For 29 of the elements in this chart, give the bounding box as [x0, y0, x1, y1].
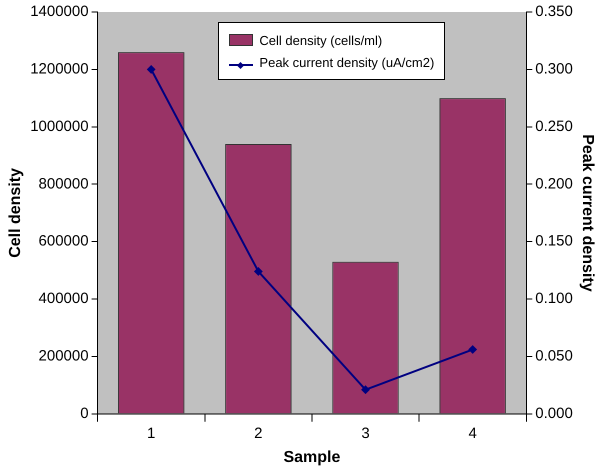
- y2-tick-label: 0.050: [535, 348, 573, 365]
- point: [254, 267, 262, 276]
- y-tick-label: 200000: [38, 348, 89, 365]
- y-tick-label: 1000000: [30, 118, 89, 135]
- y2-tick-label: 0.350: [535, 3, 573, 20]
- y-tick-label: 1200000: [30, 60, 89, 78]
- y2-tick-label: 0.000: [535, 404, 573, 422]
- x-tick-label: 1: [147, 424, 156, 442]
- y-tick-label: 0: [80, 404, 89, 422]
- point: [362, 386, 370, 394]
- y2-tick-label: 0.100: [535, 290, 573, 308]
- y-tick-label: 600000: [38, 232, 89, 250]
- point: [468, 346, 477, 354]
- y2-axis-title: Peak current density: [578, 134, 596, 292]
- x-tick-label: 4: [468, 424, 477, 442]
- y2-tick-label: 0.250: [535, 118, 573, 135]
- legend-label: Cell density (cells/ml): [259, 32, 382, 48]
- y2-tick-label: 0.300: [535, 60, 573, 78]
- y-axis-title: Cell density: [7, 168, 24, 258]
- legend-label: Peak current density (uA/cm2): [259, 54, 434, 70]
- y2-tick-label: 0.150: [535, 232, 573, 250]
- y2-tick-label: 0.200: [535, 175, 573, 192]
- x-axis-title: Sample: [283, 448, 340, 466]
- x-tick-label: 3: [361, 424, 370, 442]
- y-tick-label: 400000: [38, 290, 89, 308]
- y-tick-label: 1400000: [30, 3, 89, 20]
- y-tick-label: 800000: [38, 175, 89, 192]
- point: [147, 65, 156, 74]
- x-tick-label: 2: [254, 424, 263, 442]
